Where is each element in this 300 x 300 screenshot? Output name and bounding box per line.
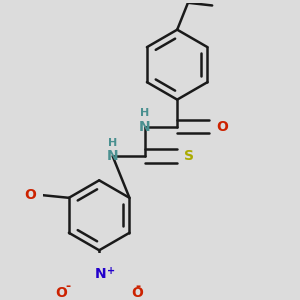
Text: O: O (55, 286, 67, 300)
Text: O: O (131, 286, 143, 300)
Text: -: - (136, 280, 141, 293)
Text: H: H (140, 109, 149, 118)
Text: O: O (216, 119, 228, 134)
Text: H: H (108, 138, 117, 148)
Text: N: N (95, 268, 106, 281)
Text: -: - (66, 280, 71, 293)
Text: O: O (25, 188, 37, 202)
Text: N: N (139, 119, 151, 134)
Text: S: S (184, 149, 194, 163)
Text: +: + (107, 266, 115, 276)
Text: N: N (107, 149, 118, 163)
